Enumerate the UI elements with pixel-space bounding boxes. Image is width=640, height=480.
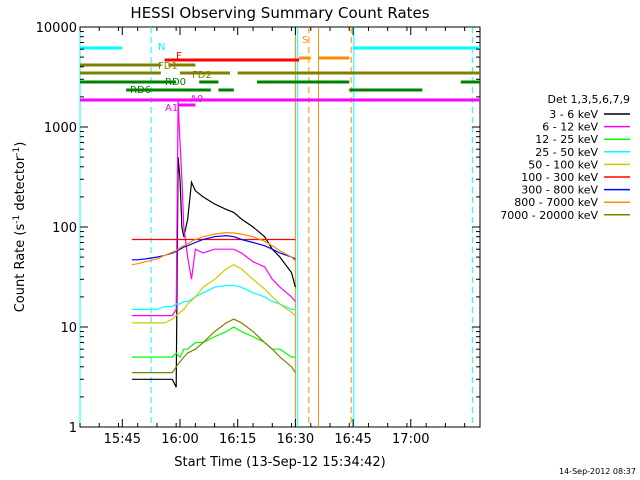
legend-title: Det 1,3,5,6,7,9 (547, 93, 630, 106)
series-line-2 (131, 326, 296, 359)
x-tick-label-4: 16:45 (334, 432, 371, 447)
x-tick-label-5: 17:00 (392, 432, 429, 447)
flag-label-rd6: RD6 (130, 85, 151, 96)
flag-label-fd1: FD1 (158, 61, 178, 72)
legend-label-6: 300 - 800 keV (521, 184, 598, 197)
legend-label-3: 25 - 50 keV (535, 146, 598, 159)
series-line-7 (131, 231, 296, 266)
x-tick-label-0: 15:45 (104, 432, 141, 447)
flag-label-a1: A1 (165, 103, 178, 114)
legend-label-2: 12 - 25 keV (535, 133, 598, 146)
flag-label-s: S (302, 35, 308, 46)
series-line-8 (131, 318, 296, 374)
flag-label-rd0: RD0 (165, 77, 186, 88)
legend-label-5: 100 - 300 keV (521, 171, 598, 184)
flag-label-fd2: FD2 (192, 70, 212, 81)
series-line-6 (131, 234, 296, 261)
x-tick-label-1: 16:00 (161, 432, 198, 447)
footer-timestamp: 14-Sep-2012 08:37 (559, 467, 636, 476)
y-tick-label-0: 1 (69, 421, 77, 436)
chart-title: HESSI Observing Summary Count Rates (130, 4, 429, 22)
data-series (131, 101, 296, 388)
y-tick-label-2: 100 (52, 221, 77, 236)
legend-label-1: 6 - 12 keV (542, 121, 598, 134)
x-tick-label-3: 16:30 (277, 432, 314, 447)
series-line-0 (131, 157, 296, 388)
series-line-3 (131, 284, 296, 310)
legend-label-8: 7000 - 20000 keV (500, 209, 598, 222)
x-axis-label: Start Time (13-Sep-12 15:34:42) (174, 455, 385, 470)
y-tick-label-3: 1000 (44, 121, 77, 136)
y-axis-label: Count Rate (s-1 detector-1) (12, 142, 28, 313)
flag-label-a0: A0 (190, 94, 203, 105)
flag-label-n: N (158, 42, 165, 53)
series-line-4 (131, 264, 296, 324)
series-line-1 (131, 101, 296, 317)
y-tick-label-4: 10000 (36, 21, 77, 36)
axis-ticks: 15:45 16:00 16:15 16:30 16:45 17:00 1 10 100 1000… (36, 21, 480, 447)
legend-label-7: 800 - 7000 keV (514, 196, 598, 209)
legend-label-0: 3 - 6 keV (549, 108, 598, 121)
flag-label-f: F (176, 51, 182, 62)
y-tick-label-1: 10 (60, 321, 77, 336)
x-tick-label-2: 16:15 (219, 432, 256, 447)
legend-label-4: 50 - 100 keV (528, 158, 598, 171)
